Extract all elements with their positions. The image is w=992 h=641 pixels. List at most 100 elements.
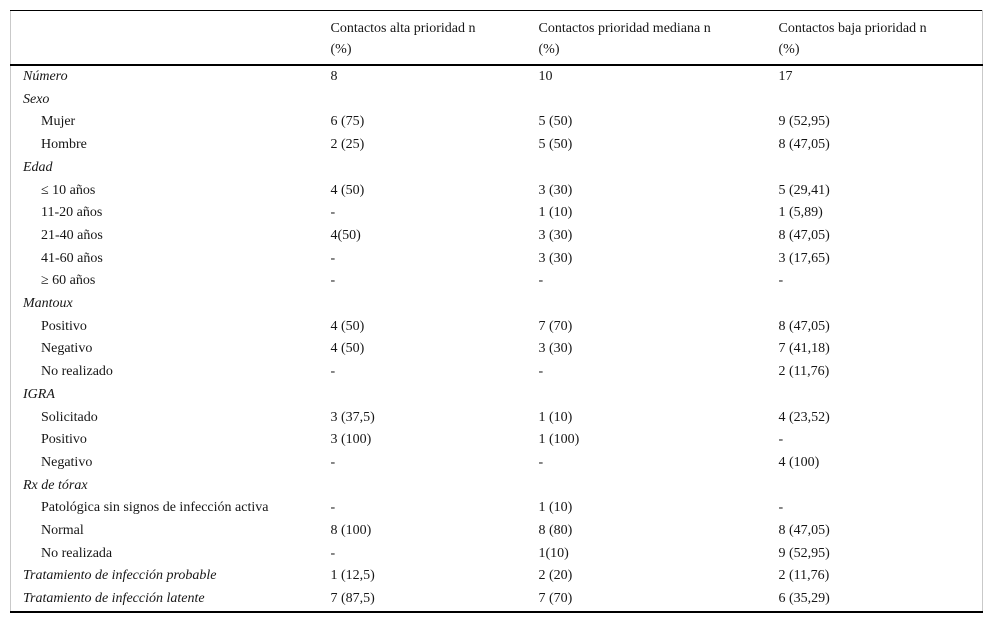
cell-value: 7 (87,5) [330, 591, 375, 607]
cell-value [331, 475, 539, 498]
table-row: Número 8 10 17 [11, 65, 983, 89]
cell-value: 4 (100) [778, 454, 820, 470]
table-row: No realizado - - 2 (11,76) [11, 361, 983, 384]
cell-value: 4 (50) [330, 318, 365, 334]
table-row: No realizada - 1(10) 9 (52,95) [11, 543, 983, 566]
row-label: 41-60 años [41, 250, 103, 266]
table-row: Tratamiento de infección probable 1 (12,5… [11, 565, 983, 588]
cell-value: - [330, 364, 336, 380]
cell-value: 1 (12,5) [330, 568, 375, 584]
column-title: Contactos prioridad mediana n [538, 21, 711, 36]
cell-value: 8 (80) [538, 523, 573, 539]
cell-value: 4 (23,52) [778, 409, 830, 425]
cell-value: - [538, 454, 544, 470]
table-row: 41-60 años - 3 (30) 3 (17,65) [11, 248, 983, 271]
cell-value [539, 384, 779, 407]
cell-value: - [330, 545, 336, 561]
cell-value: 1 (100) [538, 432, 580, 448]
cell-value: 9 (52,95) [778, 545, 830, 561]
cell-value: 8 (47,05) [778, 318, 830, 334]
cell-value: 2 (25) [330, 137, 365, 153]
cell-value: 3 (30) [538, 250, 573, 266]
cell-value: - [330, 454, 336, 470]
row-label: Negativo [41, 454, 93, 470]
column-header [10, 10, 331, 66]
cell-value: 4(50) [330, 227, 361, 243]
cell-value: 1(10) [538, 545, 569, 561]
table-row: Positivo 4 (50) 7 (70) 8 (47,05) [11, 316, 983, 339]
row-label: Negativo [41, 341, 93, 357]
table-row: ≤ 10 años 4 (50) 3 (30) 5 (29,41) [11, 180, 983, 203]
cell-value: - [330, 500, 336, 516]
cell-value: 10 [538, 69, 553, 84]
row-label: Normal [41, 523, 84, 539]
table-header: Contactos alta prioridad n (%) Contactos p… [10, 10, 983, 66]
column-header: Contactos alta prioridad n (%) [330, 10, 539, 66]
cell-value: - [330, 250, 336, 266]
header-row: Contactos alta prioridad n (%) Contactos p… [10, 10, 983, 66]
table-row: Rx de tórax [11, 475, 983, 498]
row-label: 21-40 años [41, 227, 103, 243]
column-subtitle: (%) [538, 42, 560, 57]
table-row: Hombre 2 (25) 5 (50) 8 (47,05) [11, 134, 983, 157]
cell-value: 8 (47,05) [778, 523, 830, 539]
row-label: Patológica sin signos de infección activ… [41, 500, 269, 516]
table-row: Tratamiento de infección latente 7 (87,5)… [11, 588, 983, 612]
cell-value: 6 (75) [330, 114, 365, 130]
cell-value [539, 293, 779, 316]
cell-value: 7 (70) [538, 591, 573, 607]
row-label: Hombre [41, 137, 87, 153]
row-label: Mujer [41, 114, 76, 130]
cell-value [331, 89, 539, 112]
cell-value: 3 (30) [538, 341, 573, 357]
table-body: Número 8 10 17 Sexo Mujer 6 (75) 5 (50) 9 (52,95… [11, 65, 983, 612]
cell-value [331, 293, 539, 316]
cell-value: 3 (100) [330, 432, 372, 448]
row-label: Rx de tórax [23, 477, 88, 493]
cell-value: - [778, 273, 784, 289]
cell-value [331, 157, 539, 180]
cell-value: 2 (20) [538, 568, 573, 584]
table-row: Mantoux [11, 293, 983, 316]
row-label: Solicitado [41, 409, 98, 425]
row-label: IGRA [23, 386, 55, 402]
cell-value: 5 (29,41) [778, 182, 830, 198]
column-subtitle: (%) [778, 42, 800, 57]
cell-value: 3 (17,65) [778, 250, 830, 266]
cell-value [539, 475, 779, 498]
cell-value: 2 (11,76) [778, 364, 830, 380]
table-row: ≥ 60 años - - - [11, 270, 983, 293]
cell-value: 1 (10) [538, 205, 573, 221]
cell-value [539, 157, 779, 180]
cell-value: - [330, 205, 336, 221]
table-row: Solicitado 3 (37,5) 1 (10) 4 (23,52) [11, 407, 983, 430]
row-label: Positivo [41, 318, 87, 334]
row-label: ≥ 60 años [41, 273, 96, 289]
row-label: 11-20 años [41, 205, 103, 221]
cell-value: 4 (50) [330, 182, 365, 198]
cell-value [779, 293, 983, 316]
cell-value: - [778, 432, 784, 448]
table-row: Mujer 6 (75) 5 (50) 9 (52,95) [11, 111, 983, 134]
cell-value: 3 (37,5) [330, 409, 375, 425]
row-label: Tratamiento de infección probable [23, 568, 217, 584]
table-row: IGRA [11, 384, 983, 407]
cell-value [779, 475, 983, 498]
cell-value: 6 (35,29) [778, 591, 830, 607]
cell-value: 1 (10) [538, 409, 573, 425]
cell-value: 3 (30) [538, 182, 573, 198]
cell-value: 5 (50) [538, 114, 573, 130]
cell-value: 8 (100) [330, 523, 372, 539]
row-label: Positivo [41, 432, 87, 448]
column-header: Contactos prioridad mediana n (%) [538, 10, 779, 66]
cell-value: 9 (52,95) [778, 114, 830, 130]
cell-value [779, 89, 983, 112]
cell-value: 7 (70) [538, 318, 573, 334]
table-row: Normal 8 (100) 8 (80) 8 (47,05) [11, 520, 983, 543]
cell-value: 8 (47,05) [778, 227, 830, 243]
row-label: Tratamiento de infección latente [23, 591, 205, 607]
table-row: Negativo - - 4 (100) [11, 452, 983, 475]
cell-value: 3 (30) [538, 227, 573, 243]
cell-value [331, 384, 539, 407]
cell-value [539, 89, 779, 112]
